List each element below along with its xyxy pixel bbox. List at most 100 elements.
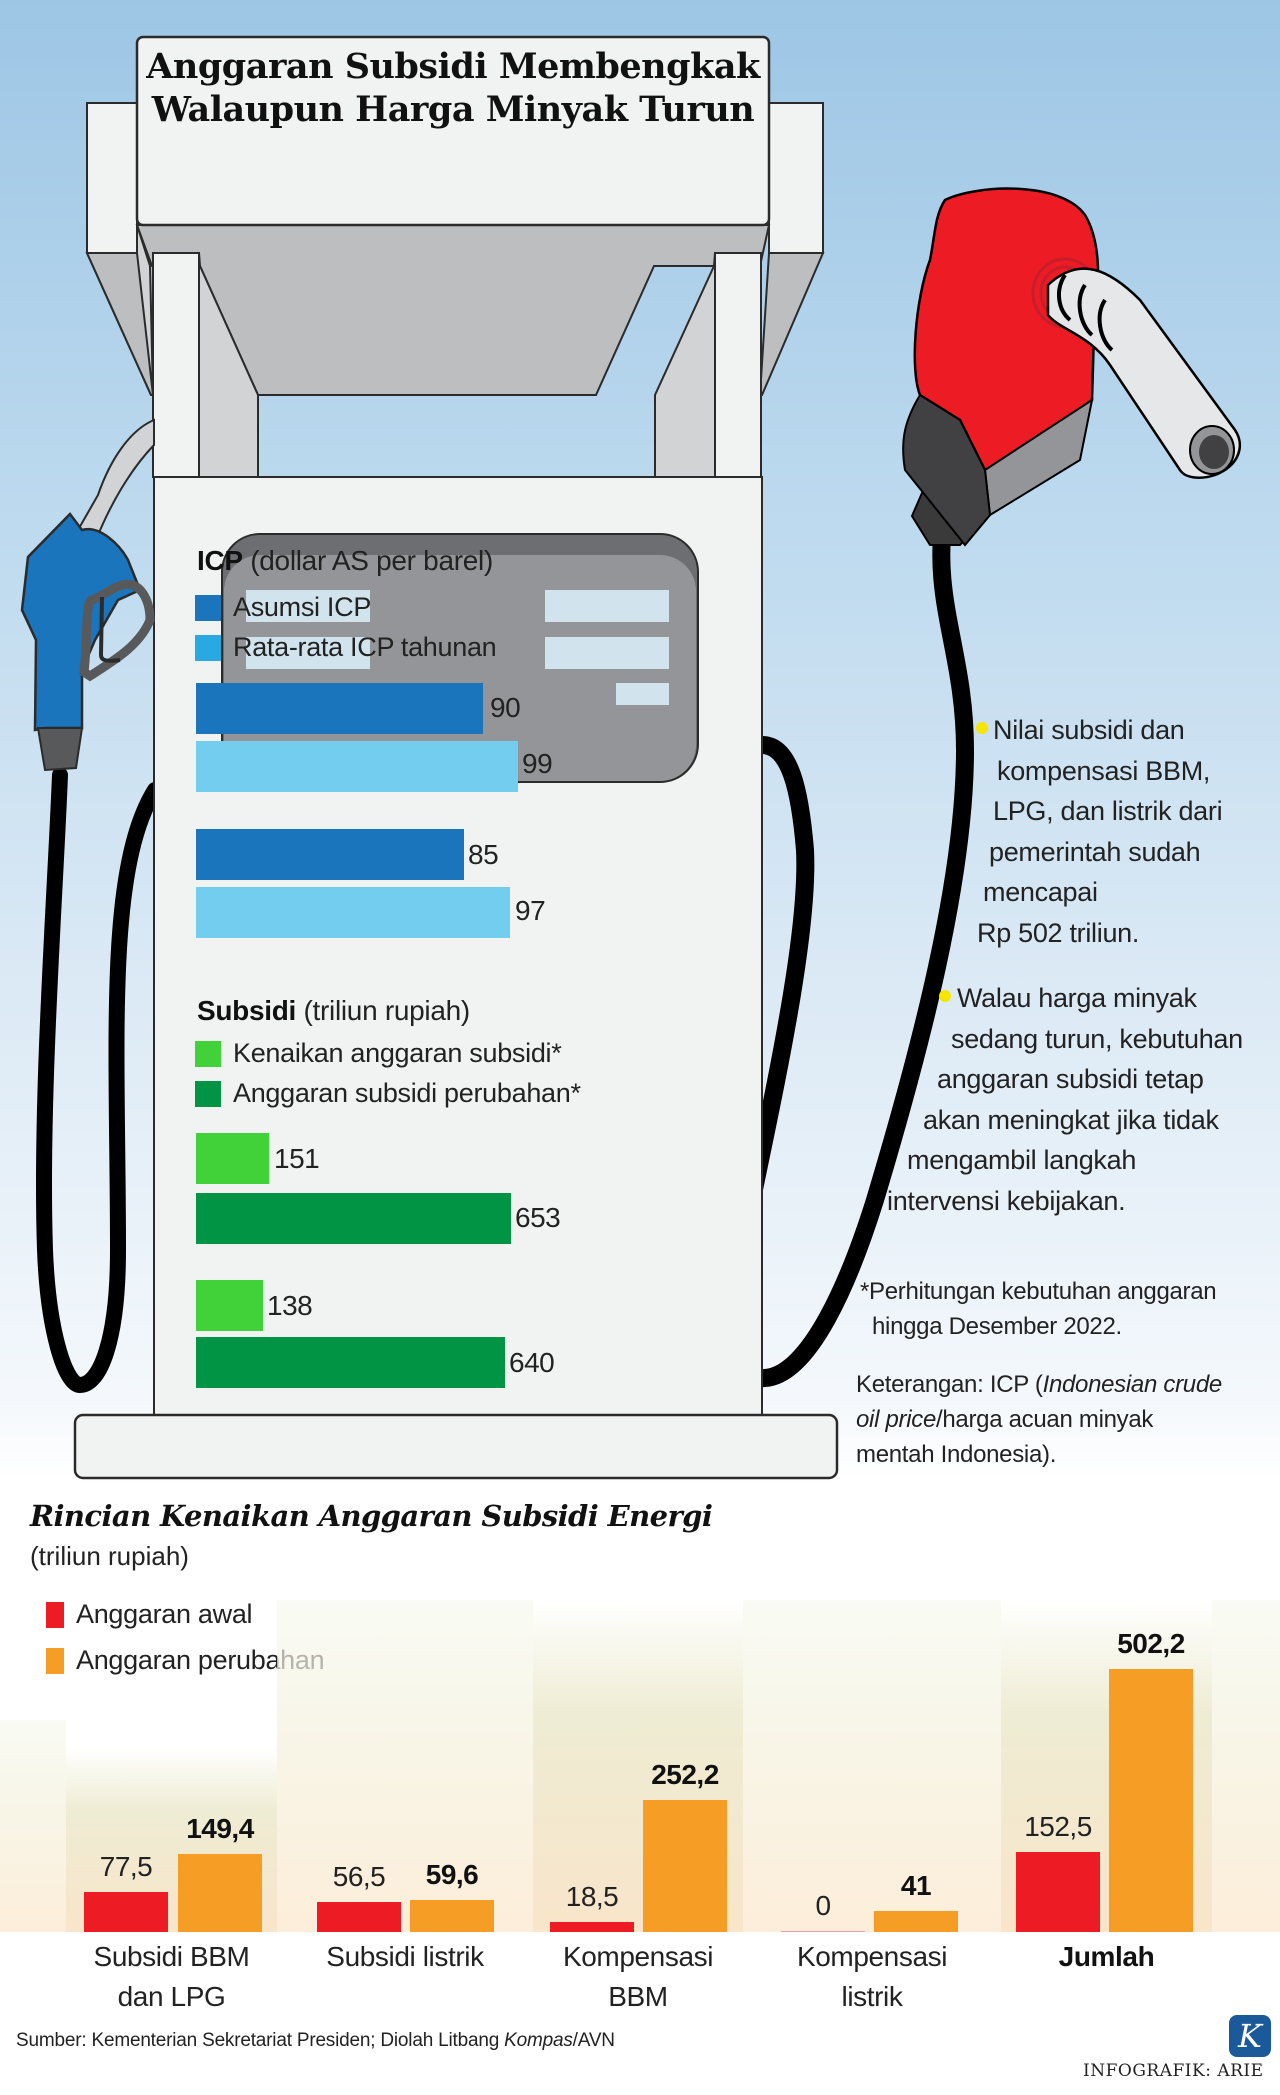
legend-item-rata-rata-icp: Rata-rata ICP tahunan	[195, 632, 497, 663]
legend-item-anggaran-perubahan: Anggaran subsidi perubahan*	[195, 1078, 581, 1109]
note-line: sedang turun, kebutuhan	[951, 1023, 1243, 1054]
note-line: Rp 502 triliun.	[977, 917, 1140, 948]
note-line: LPG, dan listrik dari	[993, 796, 1223, 826]
bar-asumsi-icp-2	[196, 829, 464, 880]
pump-base	[73, 1413, 839, 1480]
icp-heading-bold: ICP	[197, 545, 243, 576]
bar-perubahan-subsidi-listrik	[410, 1900, 494, 1932]
legend-label: Kenaikan anggaran subsidi*	[233, 1038, 562, 1068]
title-line-2: Walaupun Harga Minyak Turun	[151, 89, 755, 130]
left-hose	[35, 767, 163, 1394]
value-awal: 56,5	[332, 1861, 386, 1892]
category-label-jumlah: Jumlah	[1001, 1937, 1212, 1977]
value-asumsi-icp-1: 90	[490, 692, 521, 723]
legend-label: Anggaran subsidi perubahan*	[233, 1078, 581, 1108]
source-italic: Kompas	[504, 2030, 573, 2051]
note-line: intervensi kebijakan.	[887, 1185, 1126, 1216]
bar-rata-rata-icp-1	[196, 741, 518, 792]
value-awal: 18,5	[565, 1881, 619, 1912]
chart2-title: Rincian Kenaikan Anggaran Subsidi Energi	[30, 1499, 713, 1533]
legend-swatch-perubahan	[195, 1080, 221, 1107]
category-line: Subsidi BBM	[93, 1941, 250, 1972]
bar-kenaikan-2	[196, 1280, 263, 1331]
value-perubahan-1: 653	[515, 1202, 561, 1233]
bar-awal-kompensasi-bbm	[550, 1922, 634, 1932]
source-text: Sumber: Kementerian Sekretariat Presiden…	[16, 2030, 505, 2051]
category-line: BBM	[608, 1981, 668, 2012]
keterangan-line-2: oil price/harga acuan minyak	[856, 1402, 1222, 1437]
legend-item-kenaikan-anggaran: Kenaikan anggaran subsidi*	[195, 1038, 562, 1069]
footnote-line: hingga Desember 2022.	[872, 1313, 1122, 1340]
icp-heading-unit: (dollar AS per barel)	[250, 545, 493, 576]
bar-perubahan-2	[196, 1337, 505, 1388]
keterangan-italic: oil price	[856, 1406, 936, 1433]
value-perubahan: 252,2	[651, 1759, 719, 1790]
note-line: mencapai	[983, 877, 1098, 907]
bullet-icon	[939, 990, 951, 1002]
keterangan-text: /harga acuan minyak	[936, 1406, 1154, 1433]
category-label-kompensasi-listrik: Kompensasi listrik	[743, 1937, 1001, 2017]
bar-awal-subsidi-listrik	[317, 1902, 401, 1932]
bar-perubahan-jumlah	[1109, 1669, 1193, 1932]
infographic-title: Anggaran Subsidi Membengkak Walaupun Har…	[137, 24, 769, 152]
note-bullet-2: Walau harga minyak sedang turun, kebutuh…	[887, 978, 1243, 1221]
bar-awal-jumlah	[1016, 1852, 1100, 1932]
legend-swatch-asumsi	[195, 594, 221, 621]
infographic-credit: INFOGRAFIK: ARIE	[1083, 2061, 1264, 2081]
value-perubahan: 59,6	[425, 1859, 479, 1890]
keterangan-italic: Indonesian crude	[1042, 1371, 1223, 1398]
column-bg	[277, 1600, 533, 1932]
value-kenaikan-2: 138	[267, 1290, 313, 1321]
blue-nozzle-icon	[20, 418, 155, 772]
bar-perubahan-subsidi-bbm-lpg	[178, 1854, 262, 1932]
bar-kenaikan-1	[196, 1133, 269, 1184]
chart2-unit: (triliun rupiah)	[30, 1541, 189, 1571]
subsidi-heading: Subsidi (triliun rupiah)	[197, 995, 470, 1027]
note-line: kompensasi BBM,	[997, 755, 1211, 786]
legend-swatch-perubahan-chart2	[46, 1647, 64, 1674]
keterangan-line-1: Keterangan: ICP (Indonesian crude	[856, 1367, 1222, 1402]
category-line: dan LPG	[117, 1981, 226, 2012]
keterangan-line-3: mentah Indonesia).	[856, 1441, 1057, 1468]
bar-awal-kompensasi-listrik	[781, 1931, 865, 1932]
bar-perubahan-kompensasi-bbm	[643, 1800, 727, 1932]
legend-item-asumsi-icp: Asumsi ICP	[195, 592, 371, 623]
note-line: mengambil langkah	[907, 1145, 1137, 1175]
category-label-kompensasi-bbm: Kompensasi BBM	[533, 1937, 743, 2017]
value-kenaikan-1: 151	[274, 1143, 320, 1174]
category-label-subsidi-listrik: Subsidi listrik	[277, 1937, 533, 1977]
column-bg	[1212, 1600, 1280, 1932]
value-rata-rata-icp-1: 99	[522, 748, 553, 779]
value-awal: 77,5	[99, 1851, 153, 1882]
note-line: akan meningkat jika tidak	[923, 1104, 1219, 1135]
subsidi-heading-bold: Subsidi	[197, 995, 297, 1026]
kompas-logo-icon: K	[1229, 2015, 1271, 2057]
red-nozzle-icon	[902, 187, 1242, 547]
category-line: Kompensasi	[796, 1941, 948, 1972]
value-perubahan: 149,4	[186, 1813, 254, 1844]
subsidi-heading-unit: (triliun rupiah)	[303, 995, 471, 1026]
note-line: Walau harga minyak	[957, 983, 1197, 1013]
value-perubahan: 502,2	[1117, 1628, 1185, 1659]
bar-rata-rata-icp-2	[196, 887, 510, 938]
bar-perubahan-kompensasi-listrik	[874, 1911, 958, 1932]
column-bg	[0, 1720, 66, 1932]
legend-swatch-kenaikan	[195, 1040, 221, 1067]
keterangan-note: Keterangan: ICP (Indonesian crude oil pr…	[856, 1367, 1222, 1472]
value-awal: 152,5	[1024, 1811, 1092, 1842]
footnote-line: *Perhitungan kebutuhan anggaran	[860, 1278, 1217, 1305]
right-hose	[726, 501, 975, 1387]
bar-asumsi-icp-1	[196, 683, 483, 734]
value-rata-rata-icp-2: 97	[515, 895, 546, 926]
category-line: Jumlah	[1058, 1941, 1155, 1972]
value-asumsi-icp-2: 85	[468, 839, 499, 870]
value-perubahan-2: 640	[509, 1347, 555, 1378]
bullet-icon	[976, 722, 988, 734]
bar-awal-subsidi-bbm-lpg	[84, 1892, 168, 1932]
value-awal: 0	[815, 1890, 831, 1921]
title-line-1: Anggaran Subsidi Membengkak	[146, 46, 760, 87]
footnote-asterisk: *Perhitungan kebutuhan anggaran hingga D…	[860, 1274, 1217, 1344]
note-line: anggaran subsidi tetap	[937, 1064, 1204, 1094]
legend-label: Rata-rata ICP tahunan	[233, 632, 497, 662]
category-line: listrik	[841, 1981, 903, 2012]
